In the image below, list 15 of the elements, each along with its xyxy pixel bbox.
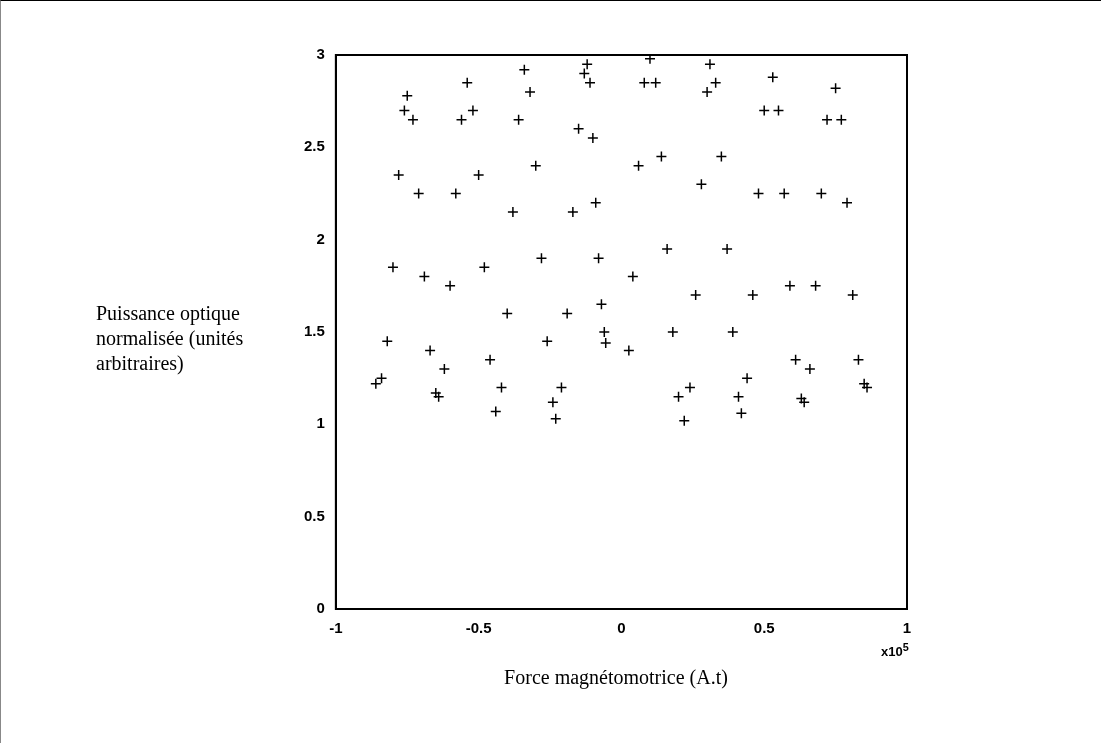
y-tick-label: 2.5 — [303, 137, 325, 155]
y-tick-label: 0.5 — [303, 506, 325, 524]
x-tick-label: -1 — [329, 619, 343, 637]
text: x10$^{5}$ — [881, 641, 909, 660]
x-axis-title: Force magnétomotrice (A.t) — [503, 666, 729, 689]
y-tick-label: 0 — [316, 599, 325, 617]
y-tick-label: 1.5 — [303, 322, 325, 340]
y-tick-label: 1 — [316, 414, 325, 432]
x-tick-label: 1 — [902, 619, 912, 637]
y-tick-label: 2 — [316, 229, 325, 247]
x-tick-label: 0 — [617, 619, 626, 637]
x-tick-label: 0.5 — [753, 619, 775, 637]
y-tick-label: 3 — [316, 45, 325, 63]
y-axis-title: Puissance optique normalisée (unités arbitraires) — [96, 301, 245, 376]
x-tick-label: -0.5 — [465, 619, 492, 637]
